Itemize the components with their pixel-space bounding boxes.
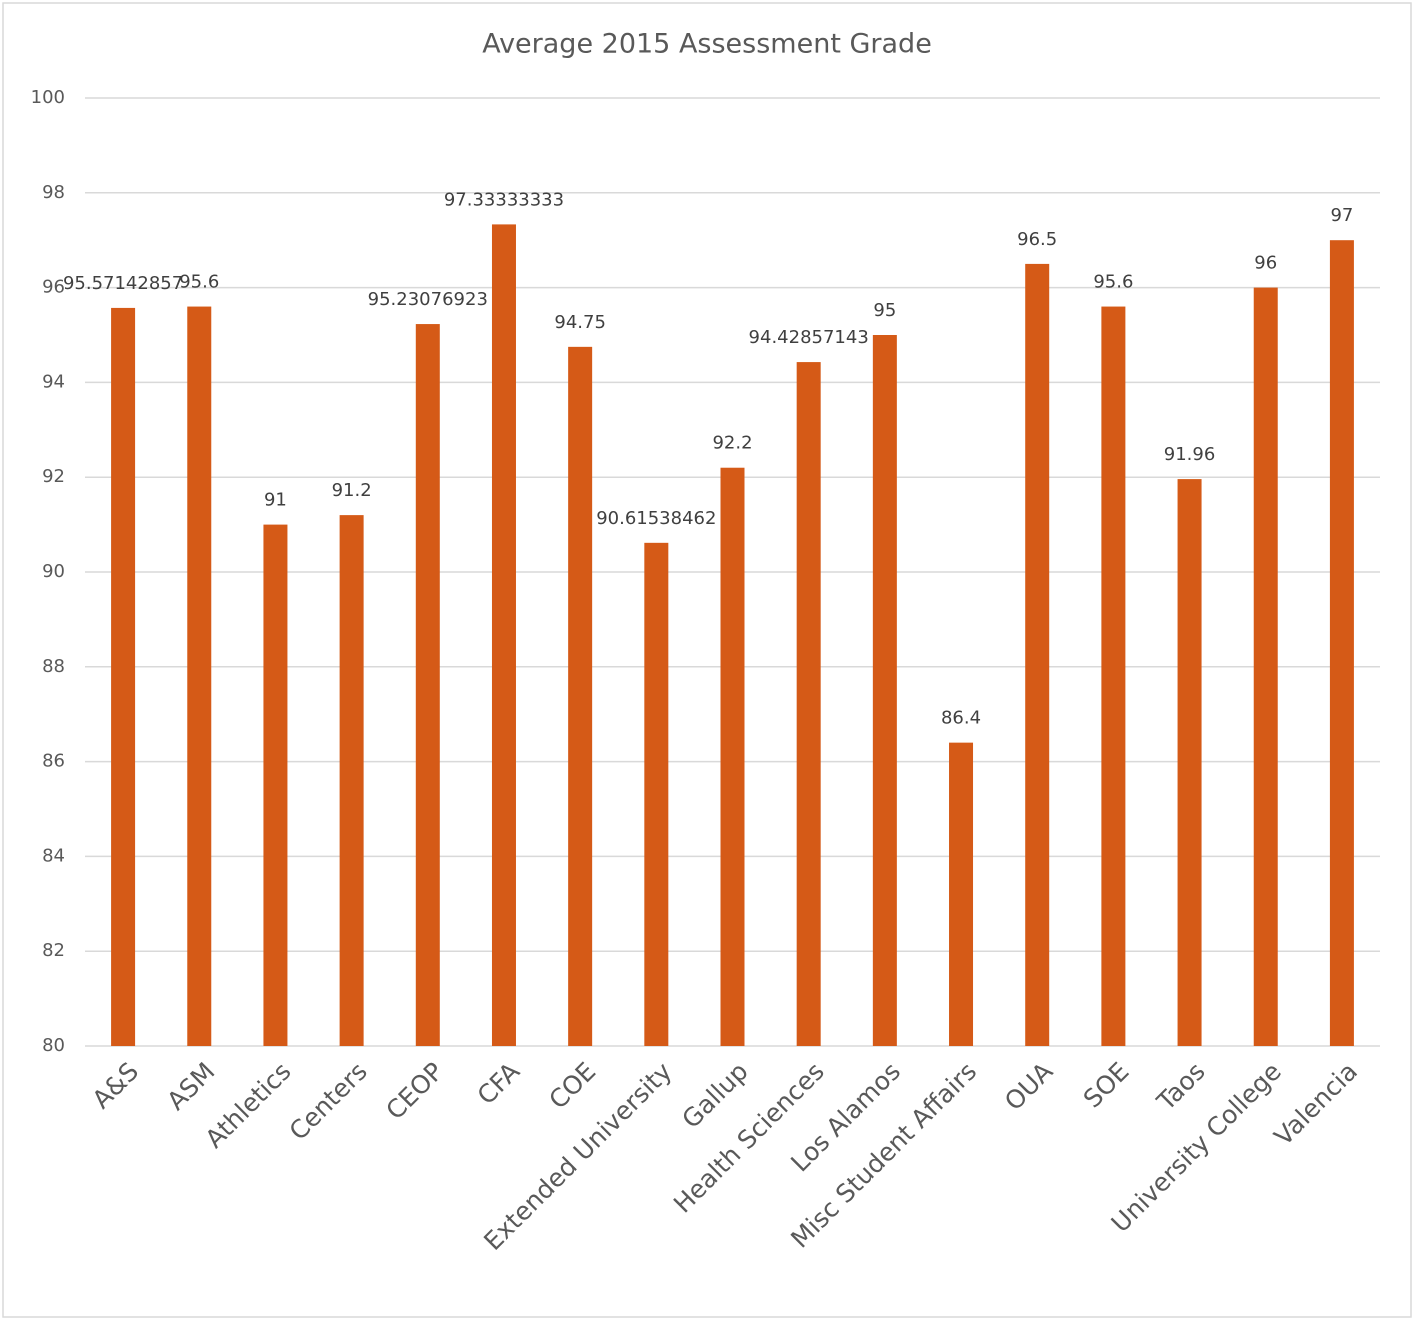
data-label: 91 xyxy=(264,490,287,511)
bar xyxy=(187,306,212,1046)
bar xyxy=(1253,287,1278,1047)
chart-title: Average 2015 Assessment Grade xyxy=(482,29,932,60)
bar xyxy=(1329,240,1354,1046)
data-label: 95.6 xyxy=(1093,272,1133,293)
data-label: 97.33333333 xyxy=(444,189,564,210)
bar xyxy=(872,335,897,1046)
y-tick-label: 94 xyxy=(42,371,65,392)
y-tick-label: 92 xyxy=(42,466,65,487)
data-label: 96.5 xyxy=(1017,229,1057,250)
y-tick-label: 90 xyxy=(42,561,65,582)
data-label: 97 xyxy=(1330,205,1353,226)
bar xyxy=(263,524,288,1046)
bar xyxy=(1101,306,1126,1046)
bar xyxy=(568,346,593,1047)
data-label: 95.23076923 xyxy=(368,289,488,310)
data-label: 94.75 xyxy=(554,312,606,333)
bar xyxy=(1025,263,1050,1046)
y-tick-label: 82 xyxy=(42,940,65,961)
data-label: 95 xyxy=(873,300,896,321)
bar xyxy=(111,307,136,1046)
y-tick-label: 84 xyxy=(42,845,65,866)
bar xyxy=(796,362,821,1047)
data-label: 90.61538462 xyxy=(596,508,716,529)
bar xyxy=(644,542,669,1046)
bar xyxy=(415,324,440,1046)
data-label: 91.2 xyxy=(332,480,372,501)
data-label: 86.4 xyxy=(941,708,981,729)
y-tick-label: 80 xyxy=(42,1035,65,1056)
bar xyxy=(1177,479,1202,1046)
data-label: 95.57142857 xyxy=(63,273,183,294)
y-tick-label: 100 xyxy=(31,87,65,108)
data-label: 94.42857143 xyxy=(749,327,869,348)
bar xyxy=(949,742,974,1046)
y-tick-label: 86 xyxy=(42,751,65,772)
bar xyxy=(720,467,745,1047)
data-label: 95.6 xyxy=(179,272,219,293)
data-label: 91.96 xyxy=(1164,444,1216,465)
data-label: 92.2 xyxy=(712,433,752,454)
y-tick-label: 98 xyxy=(42,182,65,203)
y-tick-label: 88 xyxy=(42,656,65,677)
y-tick-label: 96 xyxy=(42,277,65,298)
bar xyxy=(339,515,364,1046)
bar xyxy=(491,224,516,1046)
data-label: 96 xyxy=(1254,253,1277,274)
